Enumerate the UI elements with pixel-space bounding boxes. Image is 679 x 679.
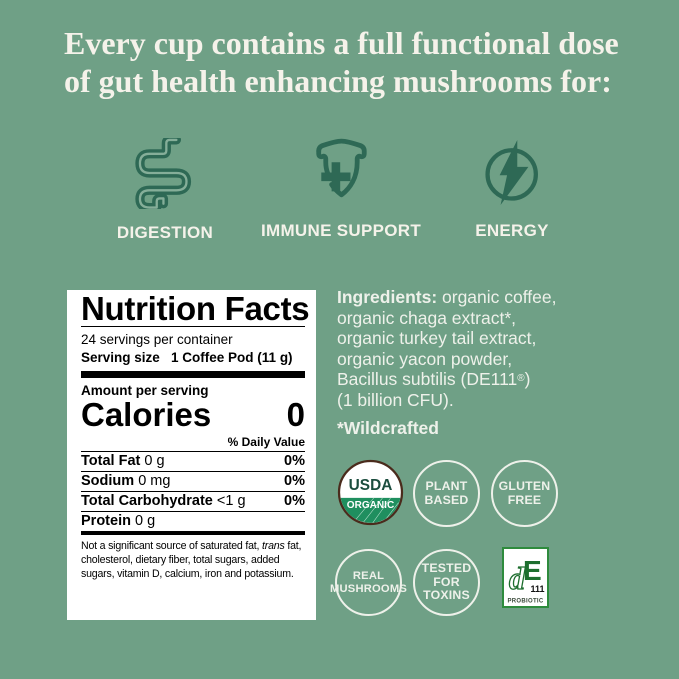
svg-text:USDA: USDA — [349, 477, 393, 494]
svg-text:ORGANIC: ORGANIC — [347, 500, 394, 511]
svg-text:111: 111 — [531, 584, 545, 594]
svg-text:E: E — [523, 555, 542, 586]
svg-text:PROBIOTIC: PROBIOTIC — [507, 599, 543, 605]
